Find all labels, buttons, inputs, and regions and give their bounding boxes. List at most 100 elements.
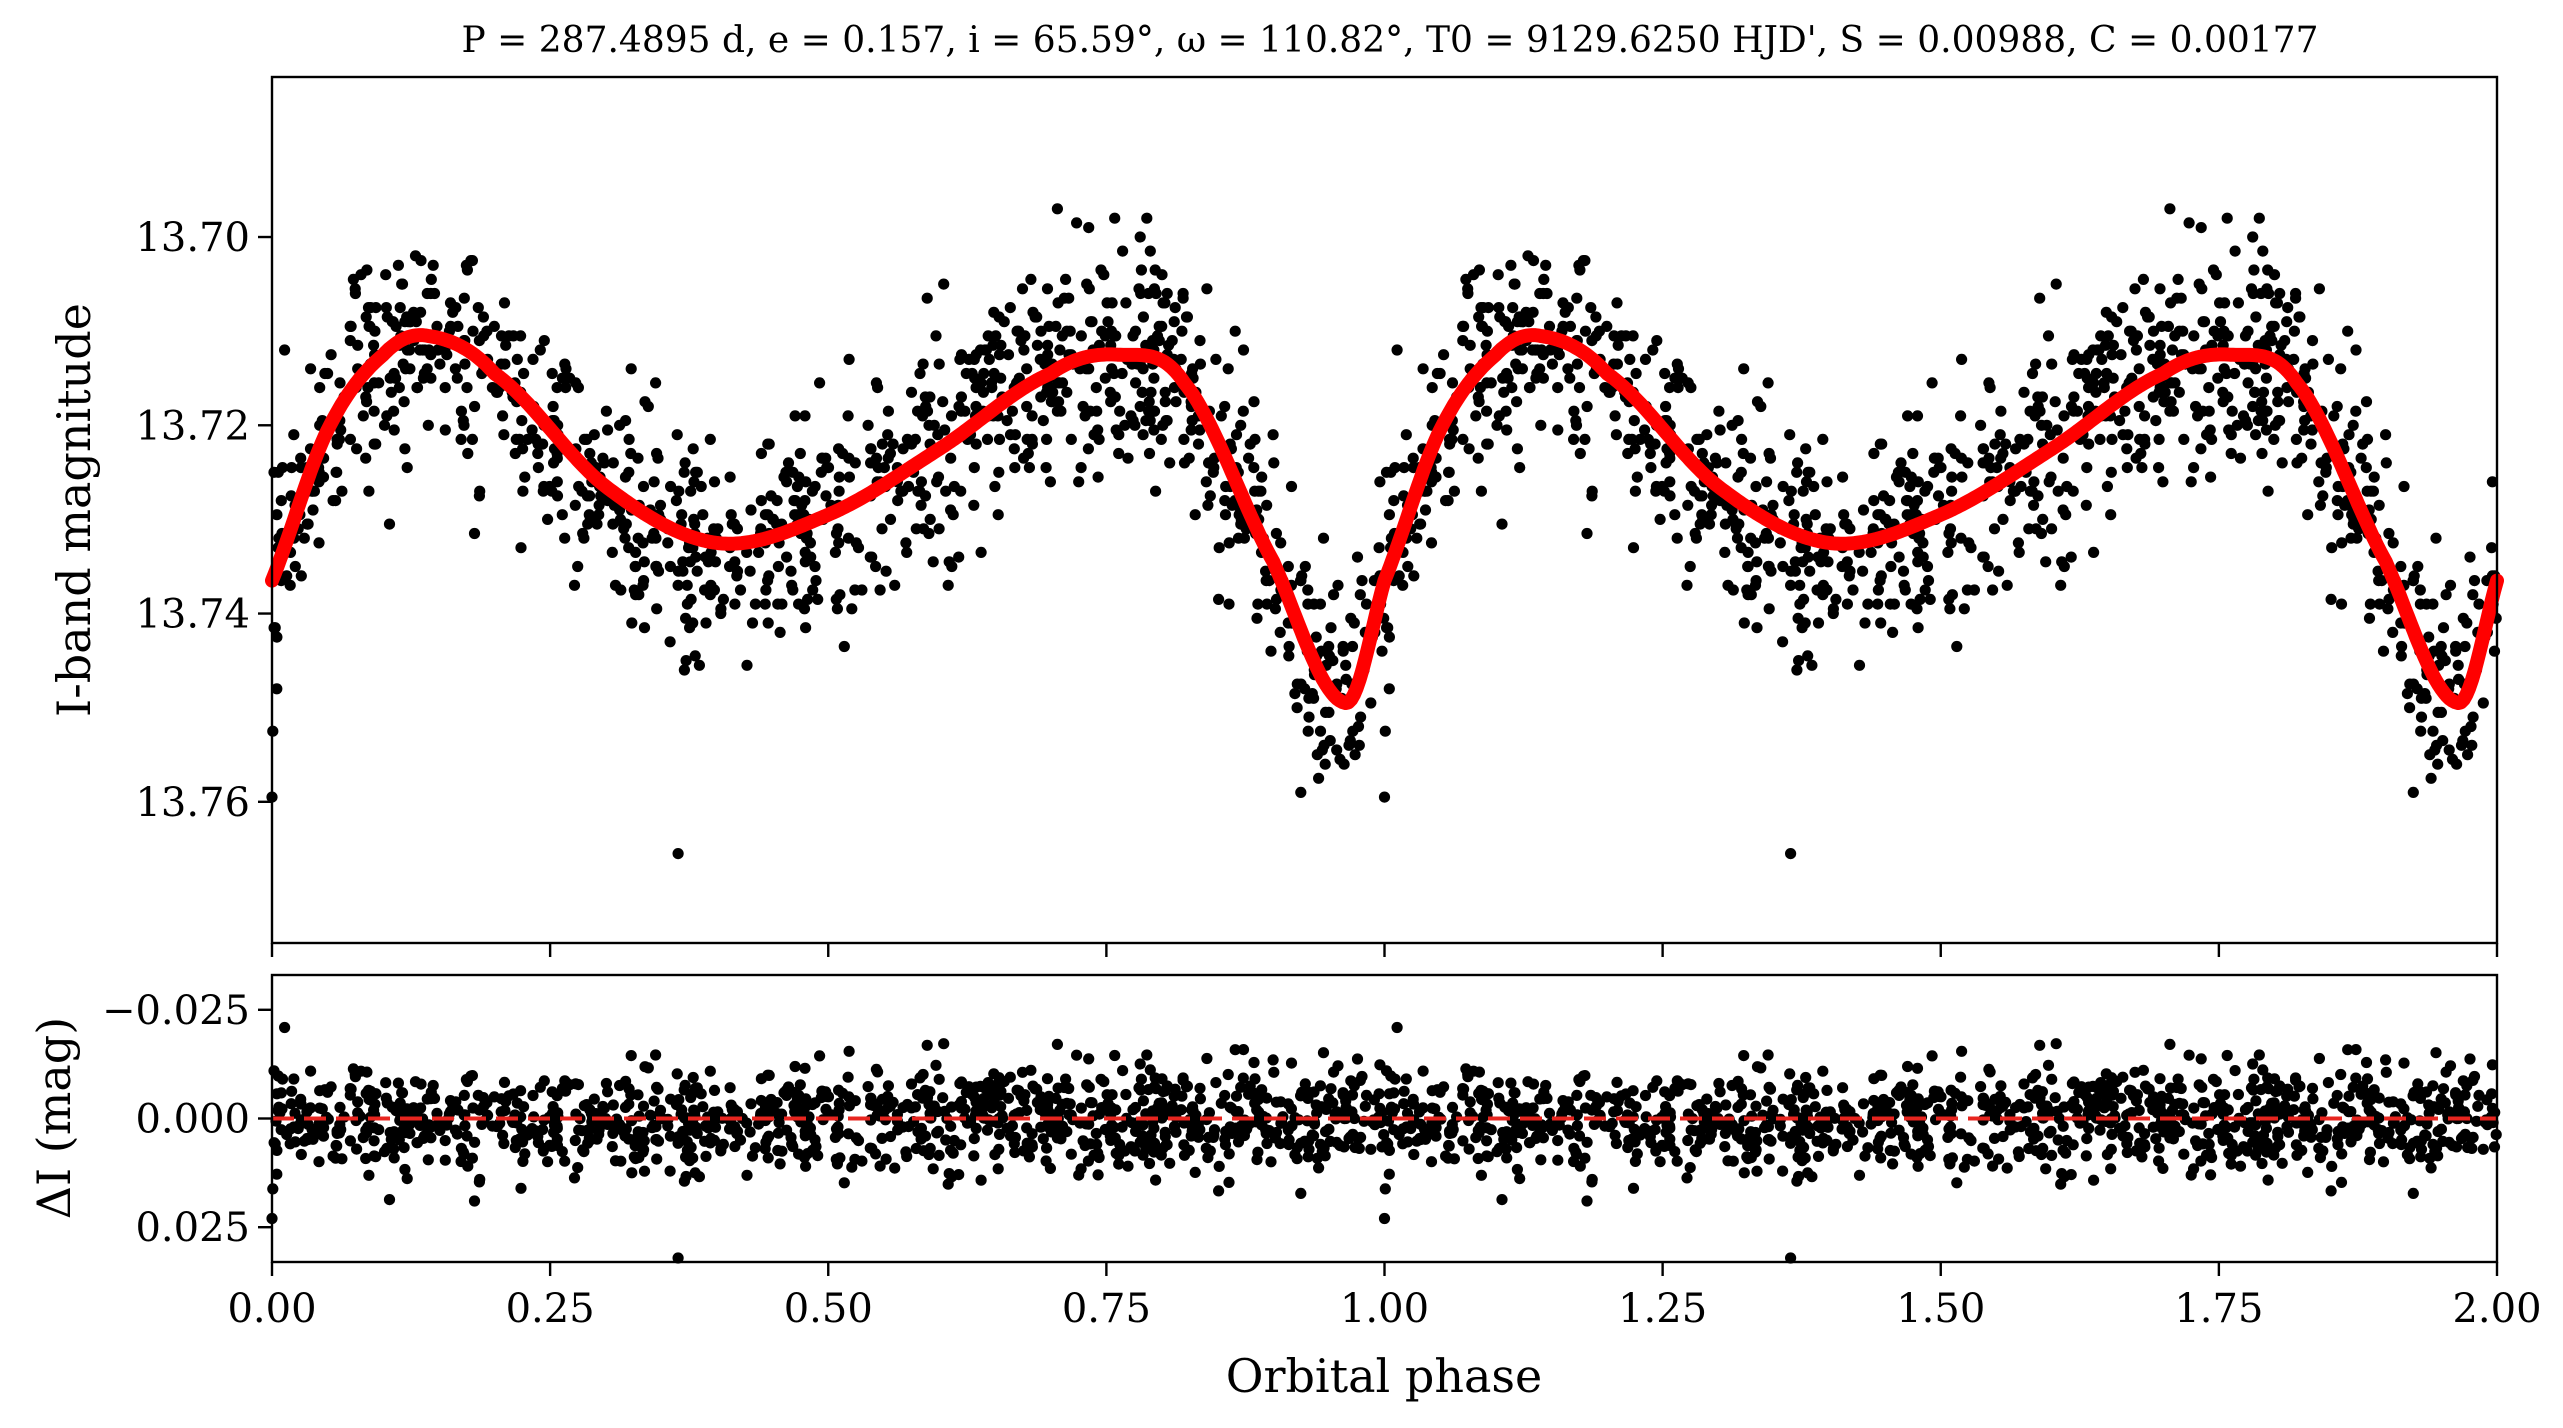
data-point [945, 410, 958, 422]
data-point [1612, 339, 1624, 351]
residual-point [2452, 1095, 2464, 1107]
residual-point [789, 1060, 801, 1073]
data-point [425, 372, 437, 384]
data-point [1796, 622, 1808, 634]
data-point [651, 603, 663, 615]
data-point [2272, 386, 2284, 398]
data-point [2115, 349, 2127, 361]
data-point [1876, 438, 1888, 450]
data-point [1586, 490, 1598, 502]
data-point [1822, 556, 1834, 568]
residual-point [271, 1088, 283, 1100]
data-point [852, 542, 865, 554]
residual-point [2407, 1187, 2419, 1199]
residual-point [1609, 1129, 1621, 1141]
data-point [1194, 358, 1206, 370]
data-point [2444, 579, 2457, 591]
residual-point [432, 1118, 444, 1130]
residual-point [2380, 1066, 2392, 1078]
data-point [1295, 786, 1307, 799]
residual-point [814, 1050, 826, 1062]
residual-point [2144, 1096, 2156, 1109]
residual-point [699, 1135, 711, 1147]
data-point [295, 570, 307, 582]
residual-point [1997, 1130, 2009, 1143]
data-point [2387, 537, 2399, 549]
residual-point [1659, 1107, 1671, 1119]
residual-point [559, 1155, 571, 1167]
data-point [1574, 447, 1586, 460]
data-point [1785, 579, 1797, 591]
data-point [920, 400, 932, 413]
residual-point [381, 1097, 393, 1109]
residual-point [2457, 1131, 2469, 1143]
data-point [1440, 495, 1452, 507]
data-point [325, 349, 337, 361]
residual-point [1295, 1187, 1307, 1199]
data-point [351, 443, 363, 455]
data-point [625, 447, 637, 460]
data-point [1901, 509, 1913, 521]
data-point [1314, 725, 1327, 737]
data-point [2325, 593, 2337, 606]
residual-point [1058, 1081, 1070, 1094]
residual-point [2226, 1138, 2238, 1151]
residual-point [872, 1066, 884, 1078]
residual-point [584, 1104, 596, 1116]
data-point [1157, 419, 1169, 431]
residual-point [425, 1132, 437, 1144]
data-point [2193, 278, 2205, 290]
residual-point [1690, 1146, 1702, 1158]
data-point [2222, 330, 2234, 342]
residual-point [1492, 1077, 1504, 1089]
data-point [2260, 424, 2272, 436]
data-point [2373, 598, 2386, 610]
data-point [1150, 287, 1162, 300]
residual-point [368, 1135, 380, 1147]
residual-point [1031, 1096, 1043, 1109]
data-point [1099, 372, 1111, 384]
data-point [1755, 400, 1767, 413]
data-point [345, 320, 357, 332]
data-point [985, 377, 998, 389]
data-point [771, 495, 783, 507]
data-point [1303, 711, 1315, 723]
data-point [2377, 645, 2390, 657]
data-point [1054, 344, 1066, 356]
data-point [2106, 349, 2118, 361]
data-point [1148, 424, 1160, 436]
data-point [1328, 589, 1340, 601]
data-point [1568, 433, 1580, 445]
data-point [1911, 410, 1924, 422]
residual-point [933, 1149, 945, 1161]
residual-point [1902, 1060, 1914, 1073]
residual-point [2012, 1146, 2024, 1158]
data-point [799, 546, 811, 559]
residual-point [1016, 1066, 1029, 1078]
data-point [1004, 302, 1016, 314]
data-point [1711, 457, 1723, 469]
data-point [650, 532, 662, 544]
data-point [527, 353, 539, 365]
residual-point [2427, 1080, 2439, 1092]
data-point [2457, 612, 2469, 624]
data-point [1777, 480, 1789, 493]
data-point [1857, 504, 1870, 516]
data-point [2171, 292, 2183, 304]
residual-point [593, 1124, 605, 1136]
data-point [820, 490, 832, 502]
residual-point [1975, 1081, 1987, 1093]
data-point [1425, 476, 1438, 488]
residual-point [1163, 1103, 1175, 1115]
data-point [1041, 386, 1053, 398]
residual-point [268, 1137, 280, 1149]
data-point [1355, 711, 1367, 723]
residual-point [917, 1092, 929, 1104]
data-point [414, 344, 426, 356]
data-point [2440, 589, 2452, 601]
data-point [1774, 537, 1786, 549]
residual-point [1738, 1050, 1750, 1062]
residual-point [2368, 1119, 2380, 1131]
data-point [1527, 255, 1540, 267]
data-point [1905, 598, 1917, 610]
